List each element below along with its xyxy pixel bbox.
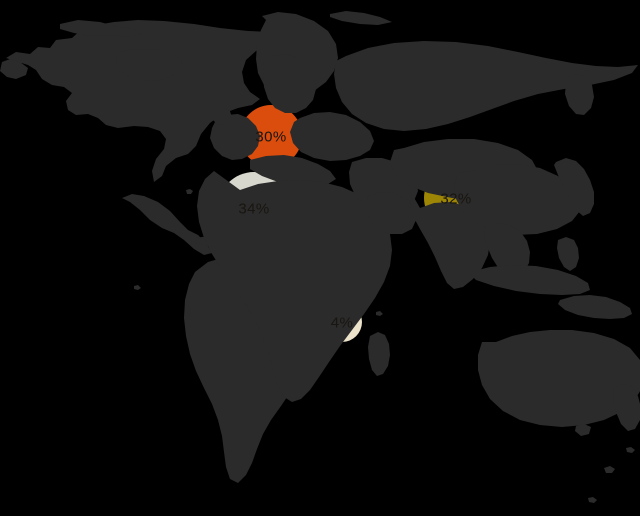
land-kamchatka — [565, 74, 594, 115]
land-new-guinea — [558, 295, 632, 319]
land-british-isles — [212, 108, 232, 125]
bubble-europe[interactable] — [240, 105, 302, 167]
land-pacific-islets — [588, 447, 635, 503]
land-alaska — [0, 59, 28, 79]
land-china — [454, 164, 580, 235]
land-scandinavia — [263, 54, 316, 113]
land-australia — [478, 330, 640, 427]
land-madagascar — [368, 332, 390, 376]
land-korea-japan — [554, 158, 594, 216]
land-africa — [197, 171, 392, 402]
land-outline-layer — [0, 11, 640, 503]
land-eastern-europe — [290, 112, 374, 161]
land-indonesia — [468, 265, 590, 295]
land-southeast-asia — [484, 223, 530, 277]
land-siberia-arctic-islands — [330, 11, 392, 25]
land-europe-west — [210, 114, 260, 160]
land-canada-arctic-islands — [60, 20, 142, 37]
land-new-zealand — [613, 384, 640, 431]
land-north-america — [6, 20, 300, 182]
land-mediterranean-coast — [250, 155, 336, 186]
land-tasmania — [575, 424, 591, 436]
land-arabia — [366, 192, 416, 234]
land-hudson-bay-coast — [116, 49, 182, 81]
land-mexico-central-america — [122, 194, 212, 255]
land-philippines — [557, 237, 579, 271]
land-russia-north — [334, 41, 638, 131]
